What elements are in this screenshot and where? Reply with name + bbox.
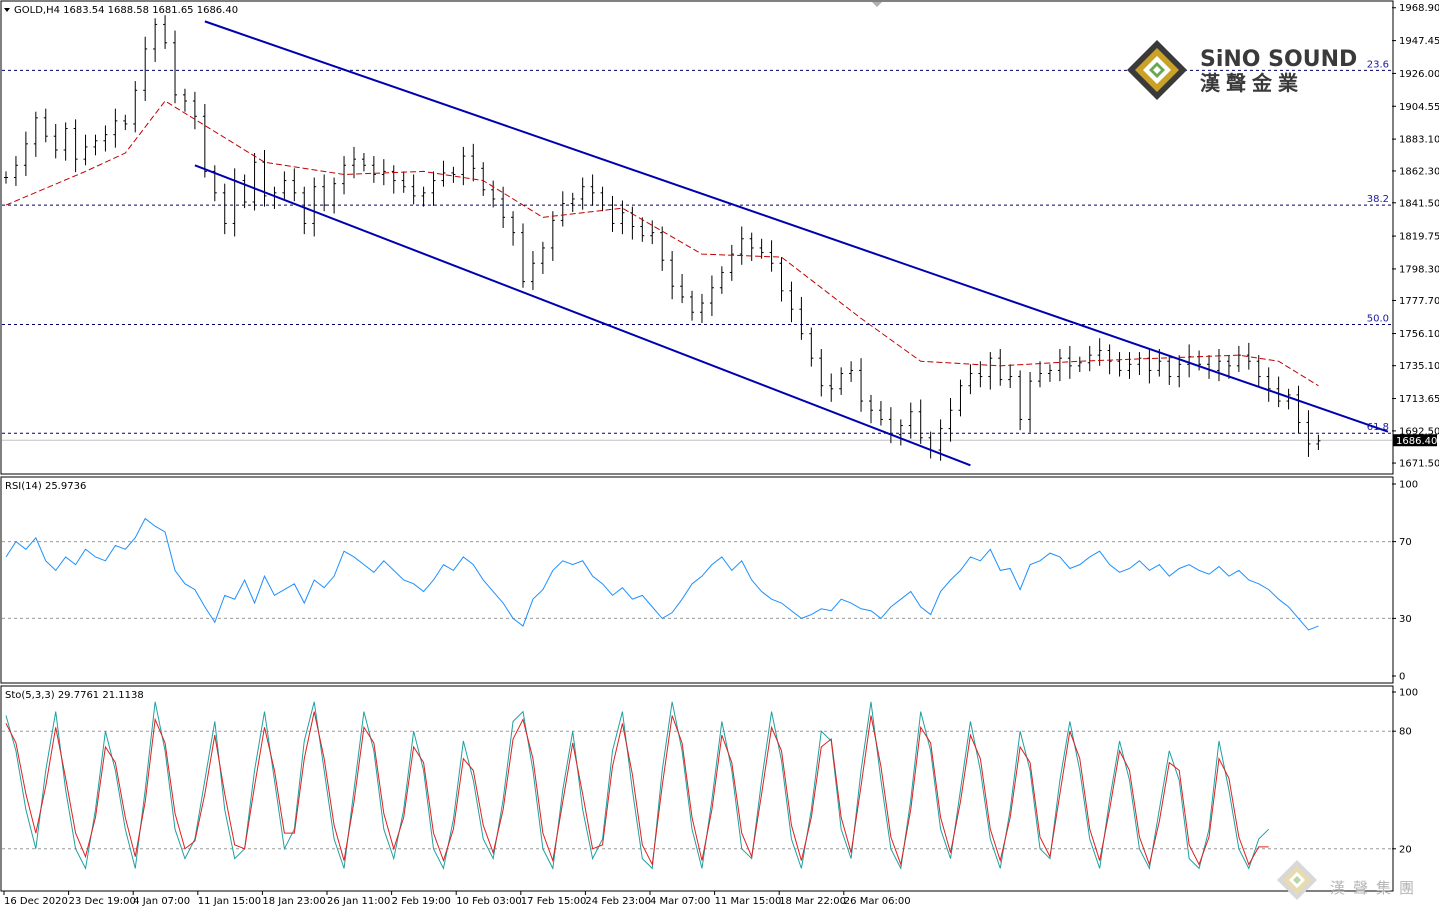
sto-signal-line [5,711,1269,867]
time-axis-label: 4 Jan 07:00 [133,896,190,907]
diamond-logo-icon [1127,40,1187,100]
sto-title: Sto(5,3,3) 29.7761 21.1138 [5,690,144,701]
sto-axis-label: 20 [1399,844,1412,855]
time-axis-label: 16 Dec 2020 [4,896,68,907]
watermark-diamond-icon [1277,860,1317,900]
symbol-header: GOLD,H4 1683.54 1688.58 1681.65 1686.40 [4,5,238,16]
time-axis-label: 10 Feb 03:00 [456,896,522,907]
sto-main-line [5,701,1270,871]
price-axis-label: 1883.10 [1399,135,1439,146]
sto-axis-label: 80 [1399,727,1412,738]
rsi-line [5,517,1319,631]
time-axis-label: 26 Jan 11:00 [327,896,390,907]
time-axis-label: 26 Mar 06:00 [844,896,911,907]
price-axis-label: 1926.00 [1399,69,1439,80]
sto-axis-label: 100 [1399,688,1418,699]
time-axis-label: 11 Mar 15:00 [715,896,782,907]
channel-trend-line[interactable] [194,164,971,467]
time-axis-label: 2 Feb 19:00 [392,896,451,907]
rsi-axis-label: 100 [1399,480,1418,491]
moving-average-line [5,100,1319,387]
time-axis-label: 11 Jan 15:00 [198,896,261,907]
rsi-axis-label: 70 [1399,537,1412,548]
logo-name-en: SiNO SOUND [1200,47,1357,72]
price-axis-label: 1862.30 [1399,166,1439,177]
price-axis-label: 1819.75 [1399,232,1439,243]
price-axis-label: 1798.30 [1399,264,1439,275]
stochastic-pane[interactable] [0,685,1394,892]
price-axis-label: 1692.50 [1399,426,1439,437]
chart-shift-marker-icon[interactable] [872,2,882,7]
price-axis-label: 1777.70 [1399,296,1439,307]
logo-name-zh: 漢聲金業 [1200,71,1304,95]
time-axis-label: 24 Feb 23:00 [585,896,651,907]
symbol-label: GOLD,H4 1683.54 1688.58 1681.65 1686.40 [14,5,238,16]
rsi-axis-label: 0 [1399,672,1405,683]
fib-level-label: 50.0 [1367,313,1389,324]
rsi-axis-label: 30 [1399,614,1412,625]
time-axis-label: 4 Mar 07:00 [650,896,710,907]
watermark-text: 漢聲集團 [1330,879,1422,897]
current-price-badge [1393,434,1437,447]
price-axis-label: 1947.45 [1399,36,1439,47]
watermark: 漢聲集團 [1277,860,1422,900]
price-axis-label: 1841.50 [1399,198,1439,209]
channel-trend-line[interactable] [204,20,1389,433]
current-price-label: 1686.40 [1396,436,1437,447]
time-axis-label: 23 Dec 19:00 [69,896,136,907]
dropdown-triangle-icon[interactable] [4,8,10,12]
sino-sound-logo: SiNO SOUND 漢聲金業 [1127,40,1357,100]
time-axis-label: 18 Mar 22:00 [779,896,846,907]
price-axis-label: 1968.90 [1399,3,1439,14]
price-axis-label: 1713.65 [1399,394,1439,405]
time-axis-label: 18 Jan 23:00 [262,896,325,907]
price-axis-label: 1756.10 [1399,329,1439,340]
price-axis-label: 1904.55 [1399,102,1439,113]
price-axis-label: 1671.50 [1399,459,1439,470]
rsi-title: RSI(14) 25.9736 [5,481,86,492]
fib-level-label: 38.2 [1367,194,1389,205]
price-axis-label: 1735.10 [1399,361,1439,372]
fib-level-label: 23.6 [1367,59,1389,70]
time-axis-label: 17 Feb 15:00 [521,896,587,907]
